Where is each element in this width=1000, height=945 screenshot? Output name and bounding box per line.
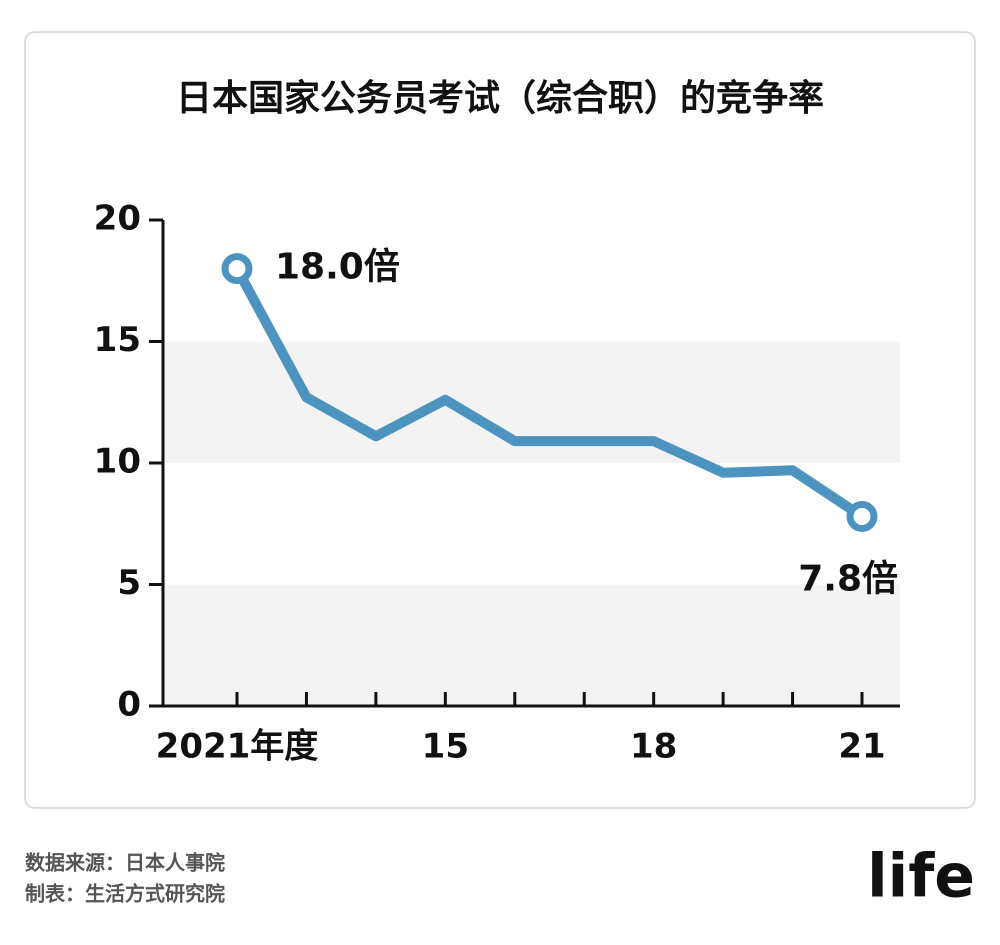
data-label: 18.0倍: [275, 247, 400, 288]
y-tick-label: 5: [117, 563, 141, 603]
line: [232, 263, 867, 522]
x-tick-label: 2021年度: [156, 727, 319, 767]
y-tick-label: 15: [94, 320, 141, 360]
credit: 制表：生活方式研究院: [25, 882, 225, 906]
x-tick-label: 18: [630, 727, 677, 767]
background-band: [163, 584, 900, 706]
source: 数据来源：日本人事院: [25, 851, 225, 875]
y-tick-label: 0: [117, 685, 141, 725]
x-tick-label: 21: [838, 727, 885, 767]
y-tick-label: 10: [94, 442, 141, 482]
logo: life: [867, 842, 975, 912]
end-marker: [221, 253, 253, 285]
x-tick-label: 15: [422, 727, 469, 767]
y-tick-label: 20: [94, 199, 141, 239]
data-label: 7.8倍: [798, 558, 898, 599]
chart-title: 日本国家公务员考试（综合职）的竞争率: [176, 78, 824, 119]
end-marker: [846, 500, 878, 532]
